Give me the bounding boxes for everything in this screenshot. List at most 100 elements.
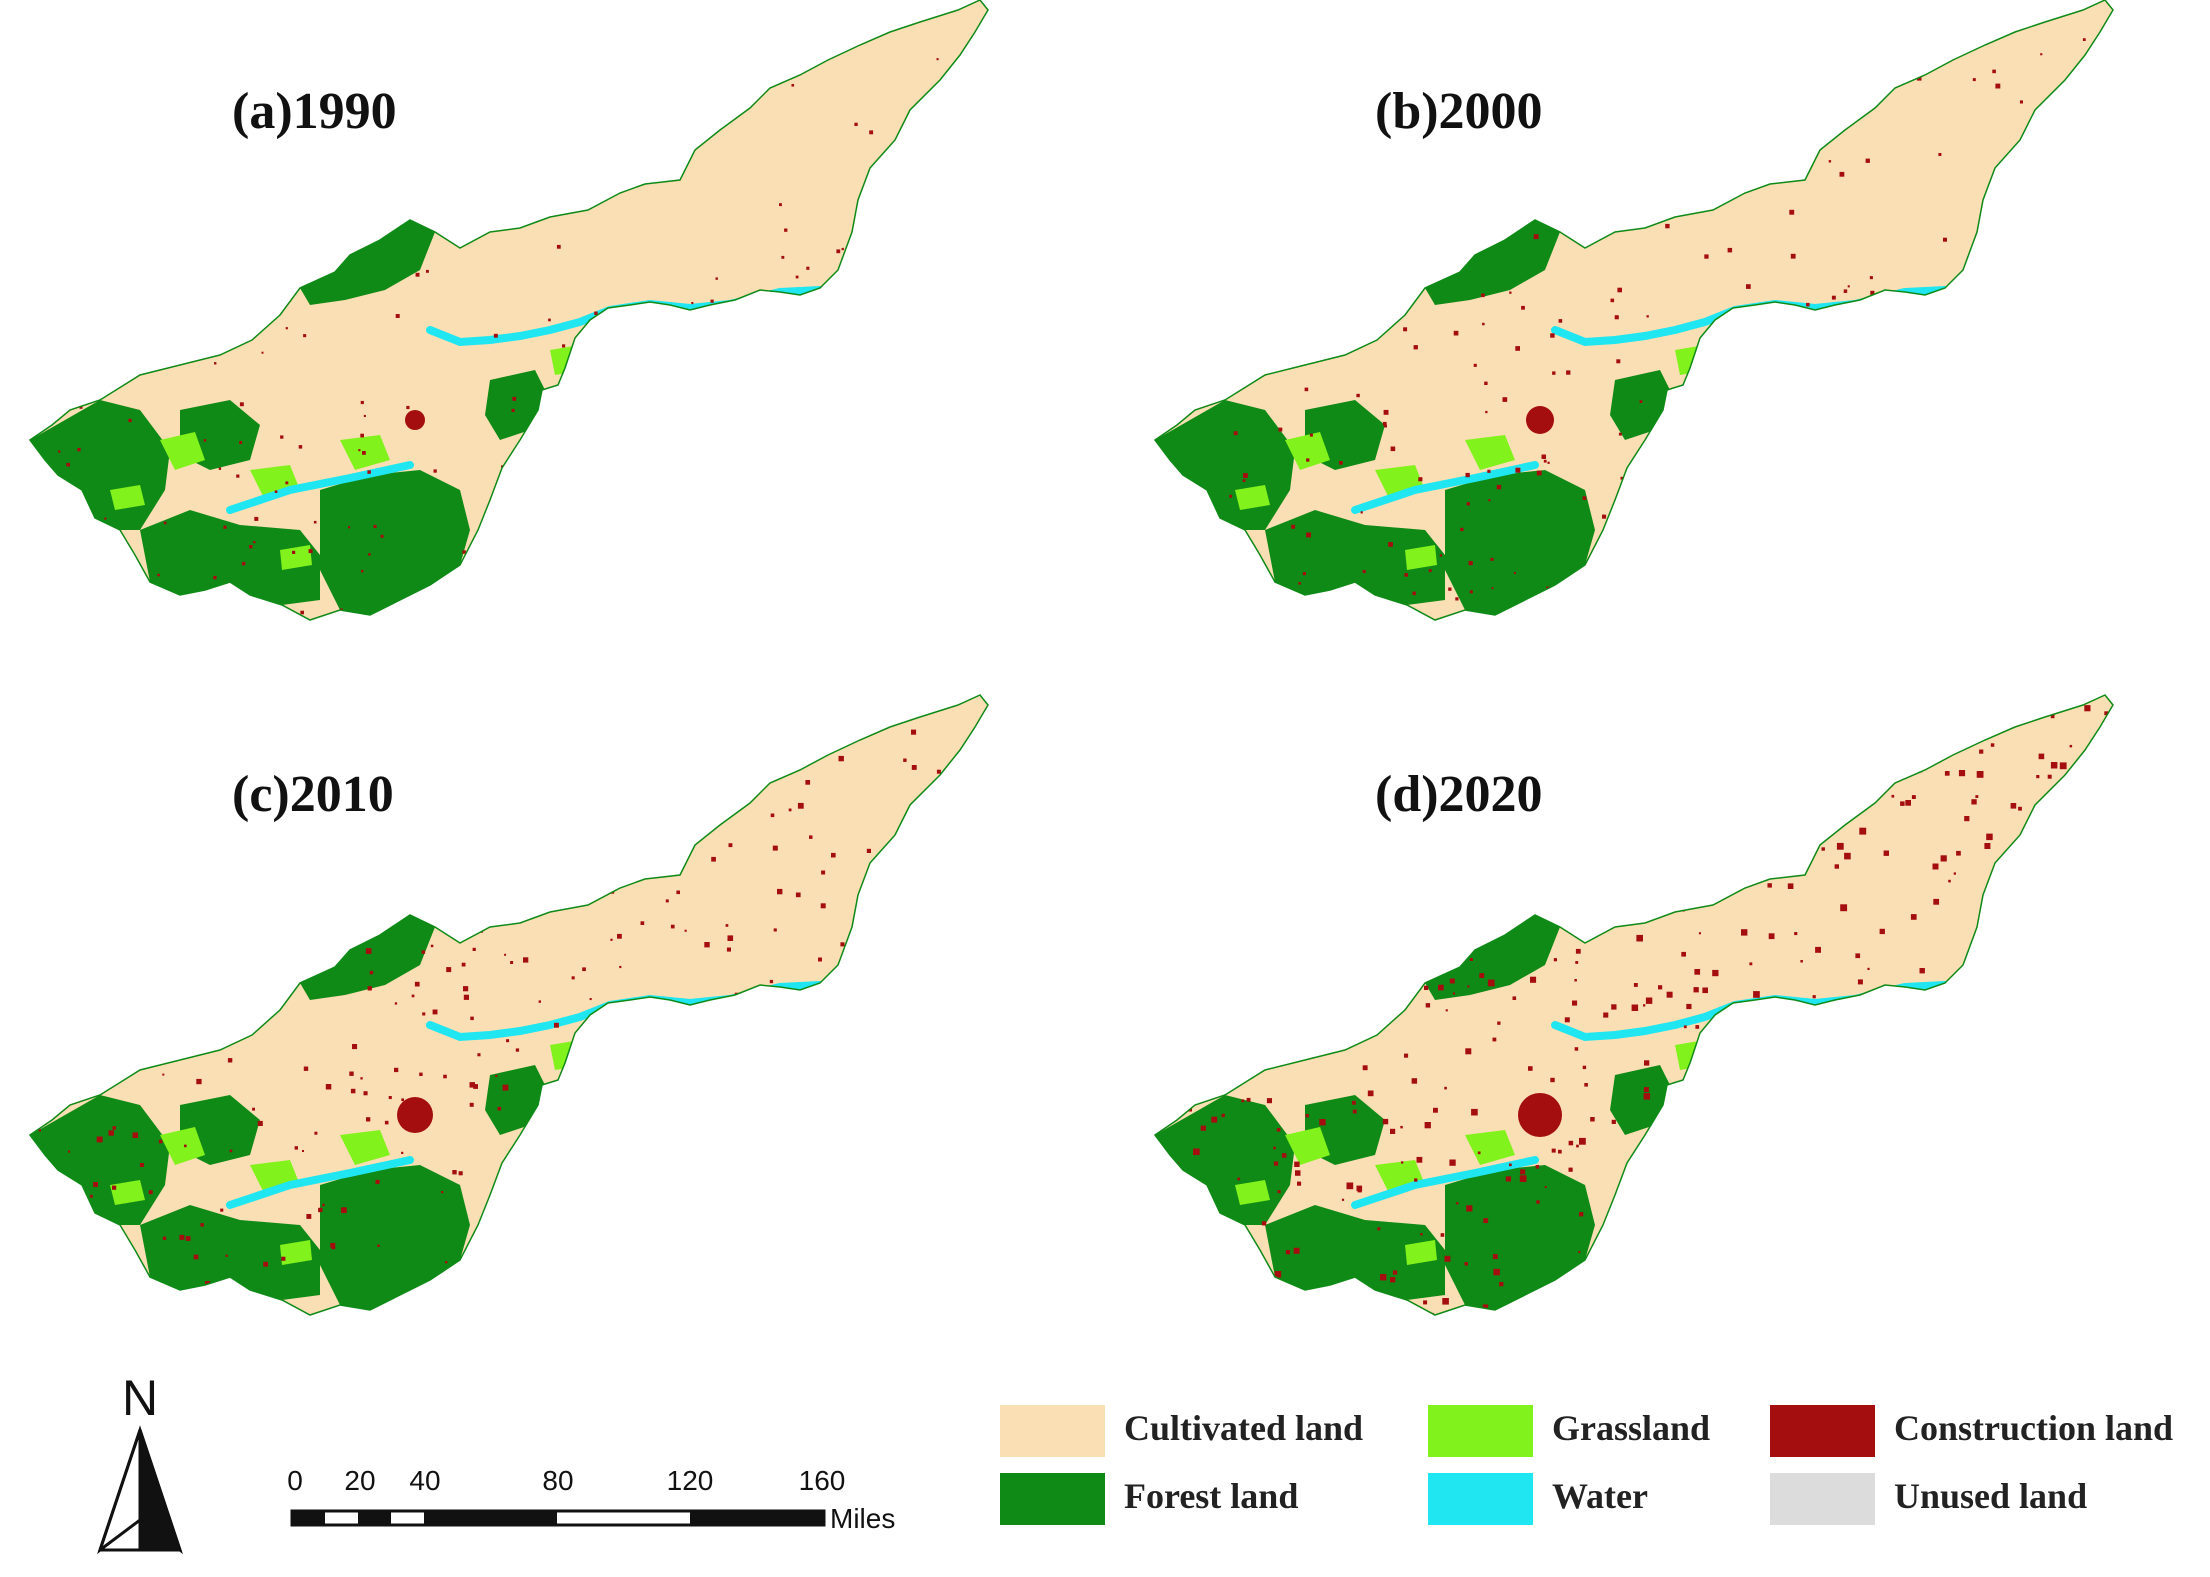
construction-land-patch <box>1959 1134 1962 1138</box>
construction-land-patch <box>958 446 963 451</box>
construction-land-patch <box>1952 502 1956 506</box>
construction-land-patch <box>1574 1047 1579 1051</box>
construction-land-patch <box>1252 197 1256 202</box>
construction-land-patch <box>896 1208 902 1214</box>
construction-land-patch <box>1492 1254 1498 1259</box>
construction-land-patch <box>1415 836 1419 841</box>
construction-land-patch <box>939 997 943 1002</box>
construction-land-patch <box>1665 223 1670 229</box>
construction-land-patch <box>387 864 393 870</box>
construction-land-patch <box>185 1236 191 1241</box>
construction-land-patch <box>470 720 474 724</box>
construction-land-patch <box>1259 972 1266 980</box>
construction-land-patch <box>1980 915 1986 920</box>
construction-land-patch <box>1741 929 1748 936</box>
construction-land-patch <box>2039 287 2043 291</box>
construction-land-patch <box>1636 934 1643 942</box>
construction-land-patch <box>603 1157 609 1163</box>
construction-land-patch <box>936 769 941 774</box>
construction-land-patch <box>1991 1007 1994 1010</box>
construction-land-patch <box>93 1182 98 1187</box>
construction-land-patch <box>1747 1179 1751 1183</box>
construction-land-patch <box>2015 1163 2020 1168</box>
construction-land-patch <box>209 594 213 598</box>
construction-land-patch <box>1291 524 1296 529</box>
construction-land-patch <box>808 1197 814 1204</box>
construction-land-patch <box>1826 771 1834 779</box>
construction-land-patch <box>1619 746 1623 751</box>
construction-land-patch <box>1645 1285 1652 1292</box>
construction-land-patch <box>211 294 215 299</box>
construction-land-patch <box>1704 254 1709 259</box>
construction-land-patch <box>1748 1182 1756 1190</box>
construction-land-patch <box>731 504 735 507</box>
construction-land-patch <box>676 762 679 765</box>
construction-land-patch <box>1543 459 1547 463</box>
construction-land-patch <box>181 721 187 726</box>
construction-land-patch <box>955 1271 959 1275</box>
construction-land-patch <box>512 396 517 401</box>
construction-land-patch <box>2115 578 2120 583</box>
construction-land-patch <box>568 48 572 52</box>
construction-land-patch <box>1750 416 1756 421</box>
construction-land-patch <box>1670 587 1674 590</box>
construction-land-patch <box>2106 343 2111 347</box>
construction-land-patch <box>665 899 669 903</box>
construction-land-patch <box>1779 482 1783 487</box>
construction-land-patch <box>812 1119 818 1125</box>
construction-land-patch <box>234 756 238 760</box>
map-layers <box>28 694 989 1316</box>
construction-land-patch <box>1515 467 1521 473</box>
construction-land-patch <box>1779 1004 1785 1011</box>
construction-land-patch <box>833 1175 839 1181</box>
construction-land-patch <box>41 778 45 782</box>
construction-land-patch <box>1866 1039 1873 1046</box>
construction-land-patch <box>2049 344 2054 349</box>
construction-land-patch <box>1825 380 1830 386</box>
construction-land-patch <box>1255 1003 1259 1007</box>
construction-land-patch <box>2102 788 2108 794</box>
construction-land-patch <box>1243 888 1248 892</box>
construction-land-patch <box>1936 1236 1940 1239</box>
grassland-area <box>1405 1240 1437 1265</box>
construction-land-patch <box>543 735 548 740</box>
construction-land-patch <box>1243 473 1248 478</box>
construction-land-patch <box>2086 336 2090 340</box>
construction-land-patch <box>1611 870 1619 878</box>
construction-land-patch <box>1678 750 1684 756</box>
construction-land-patch <box>1604 190 1610 196</box>
construction-land-patch <box>775 1019 781 1026</box>
construction-land-patch <box>1307 84 1311 88</box>
construction-land-patch <box>1351 917 1356 922</box>
construction-land-patch <box>1466 1205 1473 1212</box>
construction-land-patch <box>779 1306 782 1309</box>
construction-land-patch <box>1787 883 1794 889</box>
construction-land-patch <box>1294 1161 1300 1167</box>
construction-land-patch <box>170 315 173 318</box>
construction-land-patch <box>66 462 70 467</box>
construction-land-patch <box>1211 1116 1218 1123</box>
construction-land-patch <box>2062 841 2069 849</box>
construction-land-patch <box>1973 1059 1980 1066</box>
construction-land-patch <box>1665 840 1668 844</box>
construction-land-patch <box>1444 1255 1451 1262</box>
construction-land-patch <box>1306 458 1310 462</box>
construction-land-patch <box>1160 57 1164 61</box>
construction-land-patch <box>640 1069 645 1074</box>
construction-land-patch <box>493 333 498 338</box>
construction-land-patch <box>1804 57 1809 61</box>
construction-land-patch <box>1604 1291 1610 1297</box>
construction-land-patch <box>645 709 650 715</box>
construction-land-patch <box>1866 1187 1873 1194</box>
construction-land-patch <box>462 550 466 554</box>
construction-land-patch <box>1702 987 1708 994</box>
construction-land-patch <box>545 64 549 68</box>
construction-land-patch <box>1584 1083 1588 1087</box>
construction-land-patch <box>838 755 844 762</box>
construction-land-patch <box>1204 531 1209 536</box>
construction-land-patch <box>1449 1159 1456 1166</box>
construction-land-patch <box>2050 590 2055 595</box>
construction-land-patch <box>328 908 331 911</box>
construction-land-patch <box>83 707 89 714</box>
construction-land-patch <box>1551 1148 1556 1153</box>
